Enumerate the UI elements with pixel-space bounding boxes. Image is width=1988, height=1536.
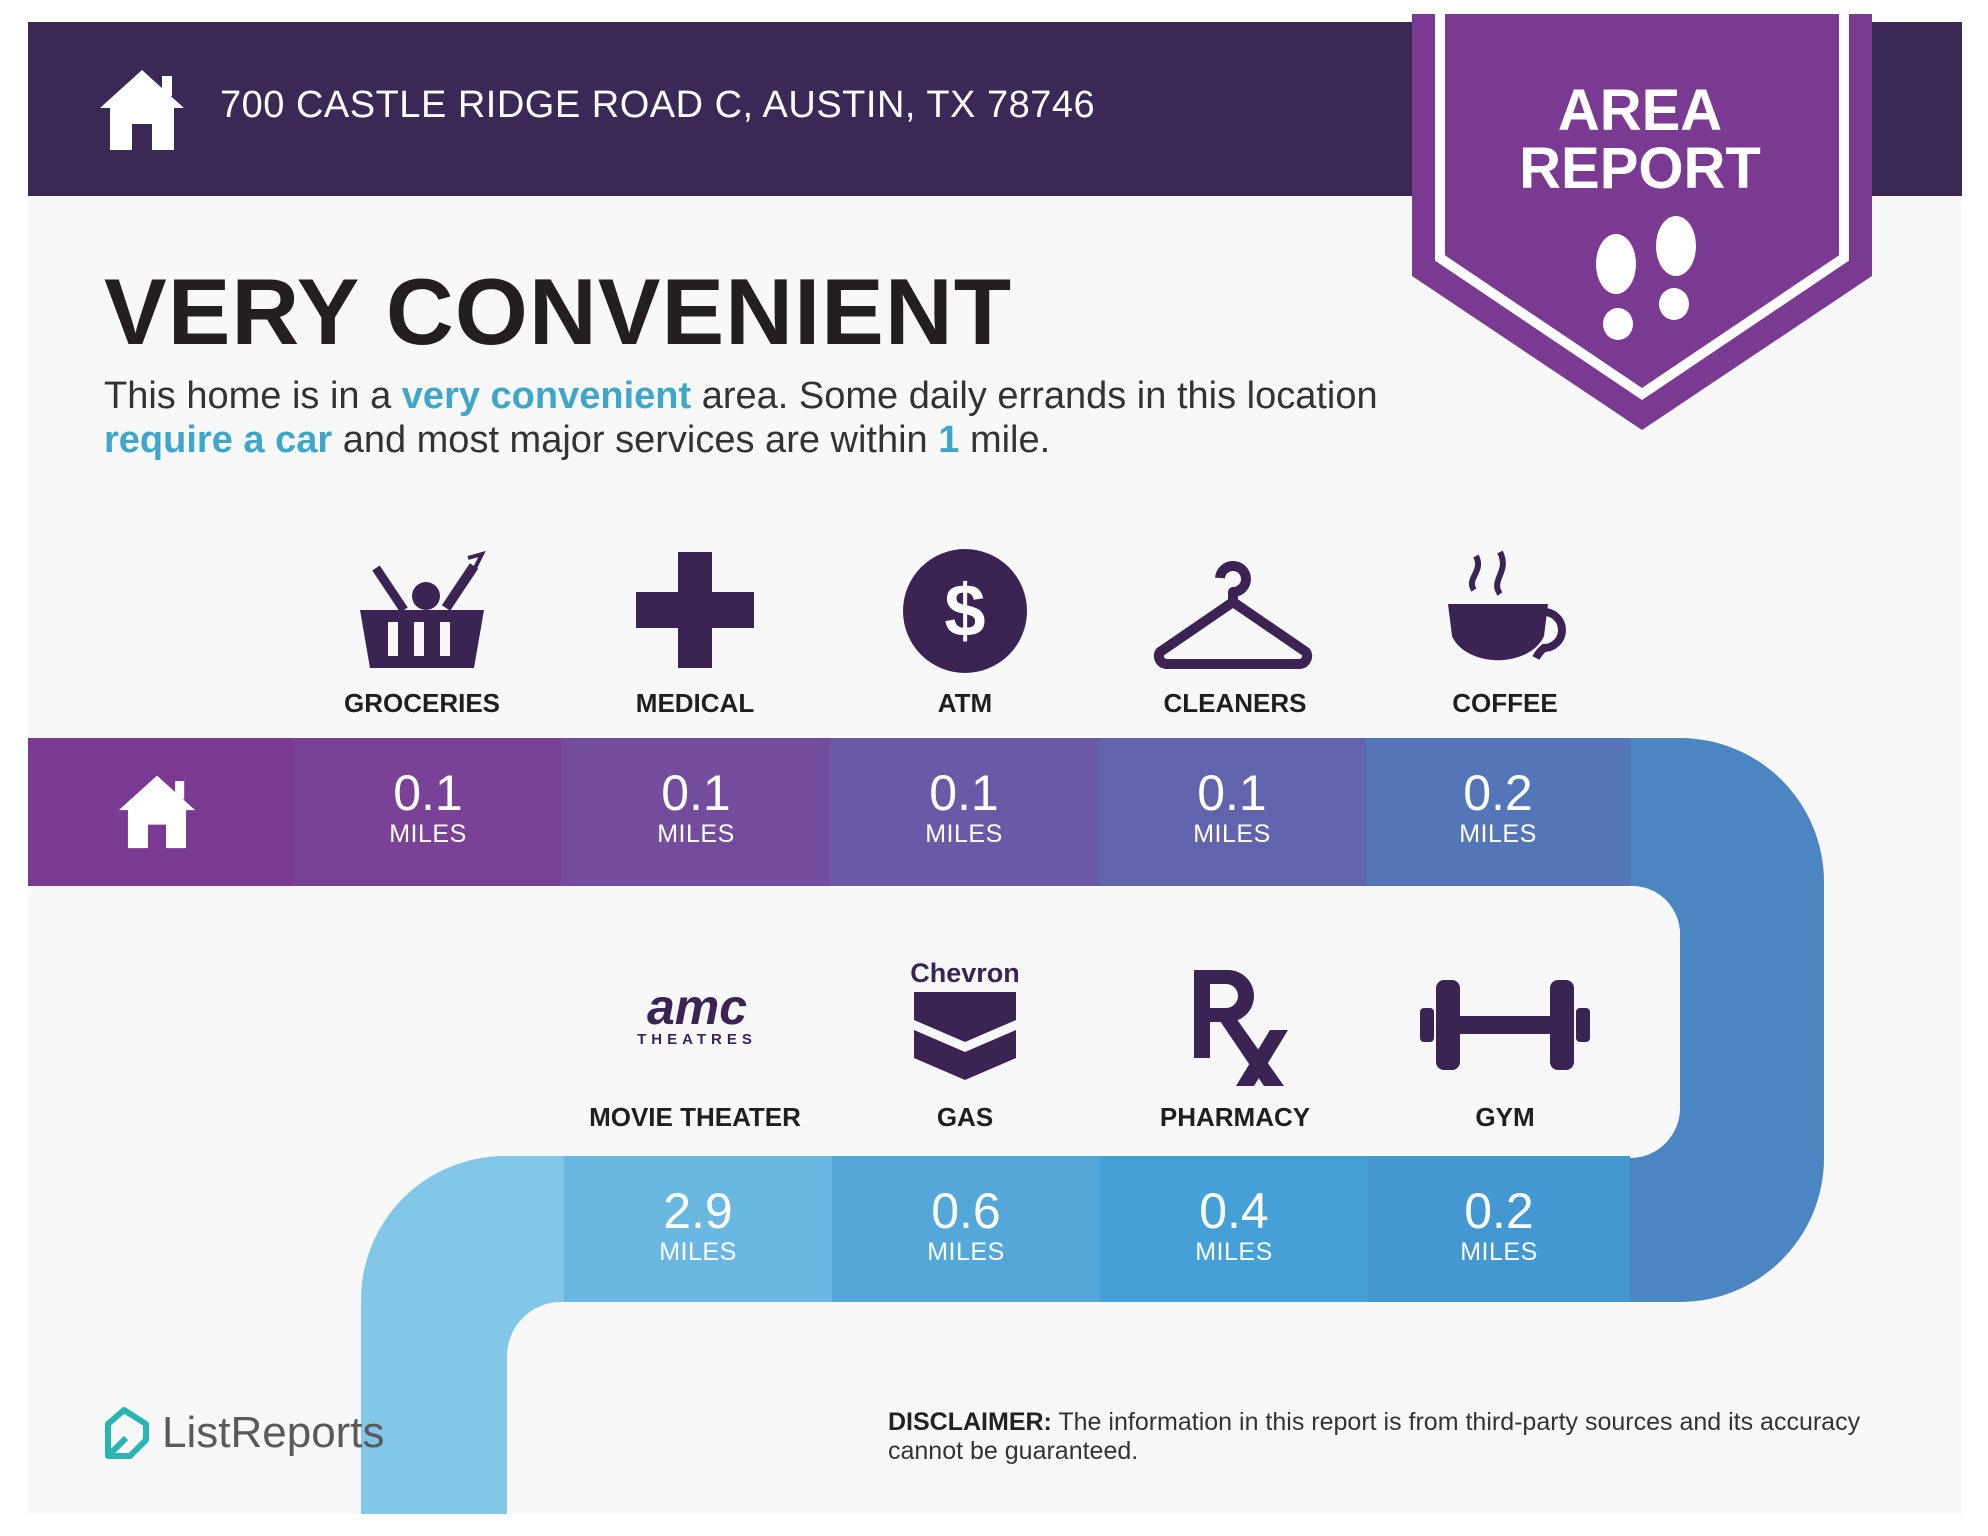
dumbbell-icon <box>1420 980 1590 1070</box>
highlight-require-car: require a car <box>104 419 333 461</box>
label-medical: MEDICAL <box>635 688 755 718</box>
label-groceries: GROCERIES <box>343 688 501 718</box>
distance-value: 0.6 <box>931 1183 1001 1239</box>
grocery-basket-icon <box>360 550 486 668</box>
distance-unit: MILES <box>389 820 467 848</box>
distance-value: 0.2 <box>1464 1183 1534 1239</box>
chevron-logo-text: Chevron <box>910 958 1020 988</box>
distance-value: 0.4 <box>1199 1183 1269 1239</box>
disclaimer-text: The information in this report is from t… <box>888 1408 1861 1465</box>
distance-movie-theater: 2.9 MILES <box>564 1156 832 1302</box>
distance-unit: MILES <box>925 820 1003 848</box>
label-gym: GYM <box>1475 1102 1535 1132</box>
distance-value: 0.1 <box>661 765 731 821</box>
home-start-icon <box>118 775 196 849</box>
distance-unit: MILES <box>1193 820 1271 848</box>
dollar-coin-icon: $ <box>903 549 1027 673</box>
summary-text: This home is in a very convenient area. … <box>104 375 1378 461</box>
path-start-home <box>28 738 294 886</box>
amc-logo-sub: THEATRES <box>637 1031 757 1048</box>
distance-coffee: 0.2 MILES <box>1366 738 1630 886</box>
distance-unit: MILES <box>1460 1238 1538 1266</box>
route-left-curve <box>361 1156 565 1514</box>
area-report-badge <box>1412 14 1872 430</box>
distance-medical: 0.1 MILES <box>562 738 830 886</box>
amc-logo: amc THEATRES <box>637 986 757 1048</box>
distance-unit: MILES <box>927 1238 1005 1266</box>
distance-value: 2.9 <box>663 1183 733 1239</box>
highlight-miles: 1 <box>938 419 960 461</box>
distance-unit: MILES <box>1459 820 1537 848</box>
distance-pharmacy: 0.4 MILES <box>1100 1156 1368 1302</box>
property-address: 700 CASTLE RIDGE ROAD C, AUSTIN, TX 7874… <box>220 84 1096 126</box>
distance-unit: MILES <box>657 820 735 848</box>
footprints-icon <box>1596 216 1696 340</box>
label-coffee: COFFEE <box>1452 688 1558 718</box>
route-inner-gap <box>1630 886 1680 1156</box>
highlight-convenient: very convenient <box>401 375 692 417</box>
label-atm: ATM <box>937 688 993 718</box>
label-movie-theater: MOVIE THEATER <box>589 1102 801 1132</box>
distance-atm: 0.1 MILES <box>830 738 1098 886</box>
distance-unit: MILES <box>659 1238 737 1266</box>
amc-logo-text: amc <box>647 986 747 1035</box>
medical-cross-icon <box>636 552 754 668</box>
label-cleaners: CLEANERS <box>1163 688 1307 718</box>
chevron-logo: Chevron <box>910 958 1020 1080</box>
distance-gas: 0.6 MILES <box>832 1156 1100 1302</box>
distance-value: 0.1 <box>929 765 999 821</box>
disclaimer: DISCLAIMER: The information in this repo… <box>888 1408 1928 1466</box>
svg-text:$: $ <box>944 569 985 652</box>
listreports-logo-text: ListReports <box>162 1408 385 1457</box>
distance-unit: MILES <box>1195 1238 1273 1266</box>
badge-line-report: REPORT <box>1519 136 1761 201</box>
distance-cleaners: 0.1 MILES <box>1098 738 1366 886</box>
label-gas: GAS <box>936 1102 994 1132</box>
convenience-rating: VERY CONVENIENT <box>104 259 1013 364</box>
route-right-curve <box>1630 738 1824 1302</box>
listreports-logo-icon <box>105 1407 149 1459</box>
distance-groceries: 0.1 MILES <box>294 738 562 886</box>
label-pharmacy: PHARMACY <box>1159 1102 1311 1132</box>
home-icon <box>100 70 184 150</box>
rx-icon <box>1194 970 1288 1086</box>
distance-gym: 0.2 MILES <box>1368 1156 1630 1302</box>
distance-value: 0.2 <box>1463 765 1533 821</box>
distance-value: 0.1 <box>1197 765 1267 821</box>
distance-value: 0.1 <box>393 765 463 821</box>
badge-line-area: AREA <box>1557 78 1723 143</box>
coffee-cup-icon <box>1448 550 1566 661</box>
disclaimer-label: DISCLAIMER: <box>888 1408 1052 1436</box>
hanger-icon <box>1153 561 1313 669</box>
